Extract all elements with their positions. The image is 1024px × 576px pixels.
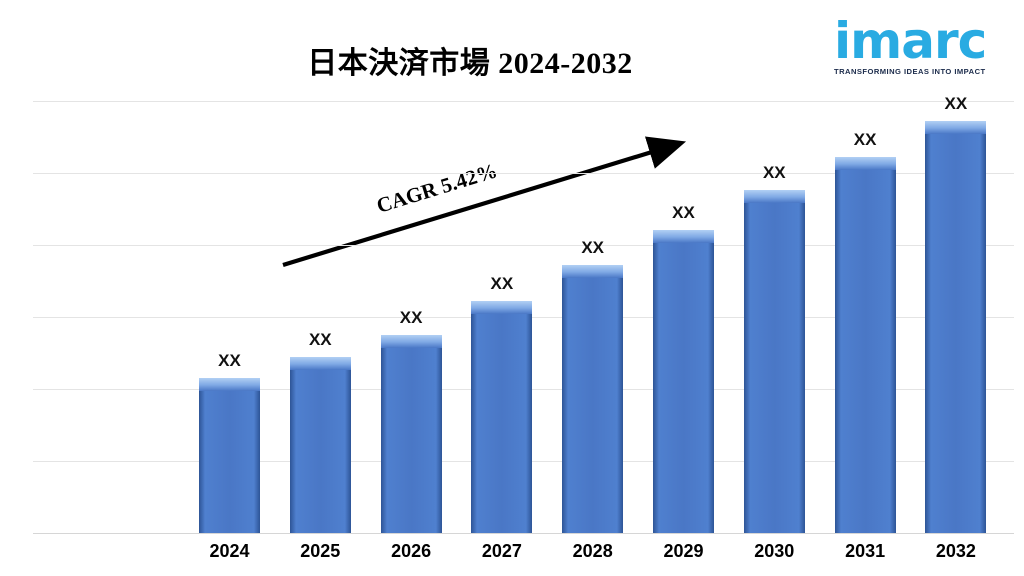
bar-cap-2032 — [925, 121, 987, 134]
x-axis-label-2029: 2029 — [663, 541, 704, 561]
x-axis-label-2024: 2024 — [209, 541, 250, 561]
bar-cap-2030 — [743, 190, 805, 203]
bar-value-label-2029: XX — [672, 203, 695, 222]
bar-slot-2030: XX 2030 — [743, 101, 805, 561]
bar-cap-2029 — [653, 230, 714, 243]
x-axis-label-2028: 2028 — [572, 541, 613, 561]
bar-cap-2025 — [289, 357, 351, 370]
bar-value-label-2027: XX — [490, 274, 514, 293]
bar-slot-2032: XX 2032 — [925, 94, 987, 561]
x-axis-label-2032: 2032 — [935, 541, 976, 561]
bar-value-label-2032: XX — [944, 94, 968, 113]
x-axis-label-2027: 2027 — [481, 541, 522, 561]
bar-2026 — [380, 335, 442, 533]
bar-slot-2027: XX 2027 — [471, 101, 533, 561]
bar-2024 — [199, 378, 260, 533]
x-axis-label-2025: 2025 — [300, 541, 341, 561]
bar-value-label-2024: XX — [218, 351, 241, 370]
bar-slot-2031: XX 2031 — [834, 101, 896, 561]
bar-value-label-2030: XX — [762, 163, 786, 182]
bar-2029 — [653, 230, 714, 533]
bar-cap-2031 — [834, 157, 896, 170]
bar-2032 — [925, 121, 987, 533]
bar-2027 — [471, 301, 533, 533]
bar-value-label-2031: XX — [853, 130, 877, 149]
bar-2031 — [834, 157, 896, 533]
x-axis-label-2030: 2030 — [754, 541, 795, 561]
imarc-logo-tagline: TRANSFORMING IDEAS INTO IMPACT — [834, 67, 986, 76]
bar-cap-2026 — [380, 335, 442, 348]
imarc-logo-wordmark: imarc — [834, 12, 987, 70]
bar-value-label-2028: XX — [581, 238, 605, 257]
chart-title: 日本決済市場 2024-2032 — [307, 47, 633, 80]
bar-cap-2027 — [471, 301, 533, 314]
imarc-logo: imarc TRANSFORMING IDEAS INTO IMPACT — [834, 12, 994, 76]
bar-slot-2028: XX 2028 — [562, 101, 624, 561]
bar-slot-2024: XX 2024 — [199, 101, 260, 561]
x-axis-label-2026: 2026 — [391, 541, 432, 561]
bar-slot-2025: XX 2025 — [289, 101, 351, 561]
bar-2028 — [562, 265, 624, 533]
bar-cap-2024 — [199, 378, 260, 391]
bar-2025 — [289, 357, 351, 533]
bar-value-label-2026: XX — [399, 308, 423, 327]
bar-2030 — [743, 190, 805, 533]
bar-slot-2029: XX 2029 — [653, 101, 714, 561]
bar-value-label-2025: XX — [308, 330, 332, 349]
bar-cap-2028 — [562, 265, 624, 278]
plot-area: XX 2024 XX 2025 XX 2026 XX 2027 XX 2028 XX 2029 XX 20… — [33, 94, 1014, 561]
x-axis-label-2031: 2031 — [845, 541, 886, 561]
bar-slot-2026: XX 2026 — [380, 101, 442, 561]
